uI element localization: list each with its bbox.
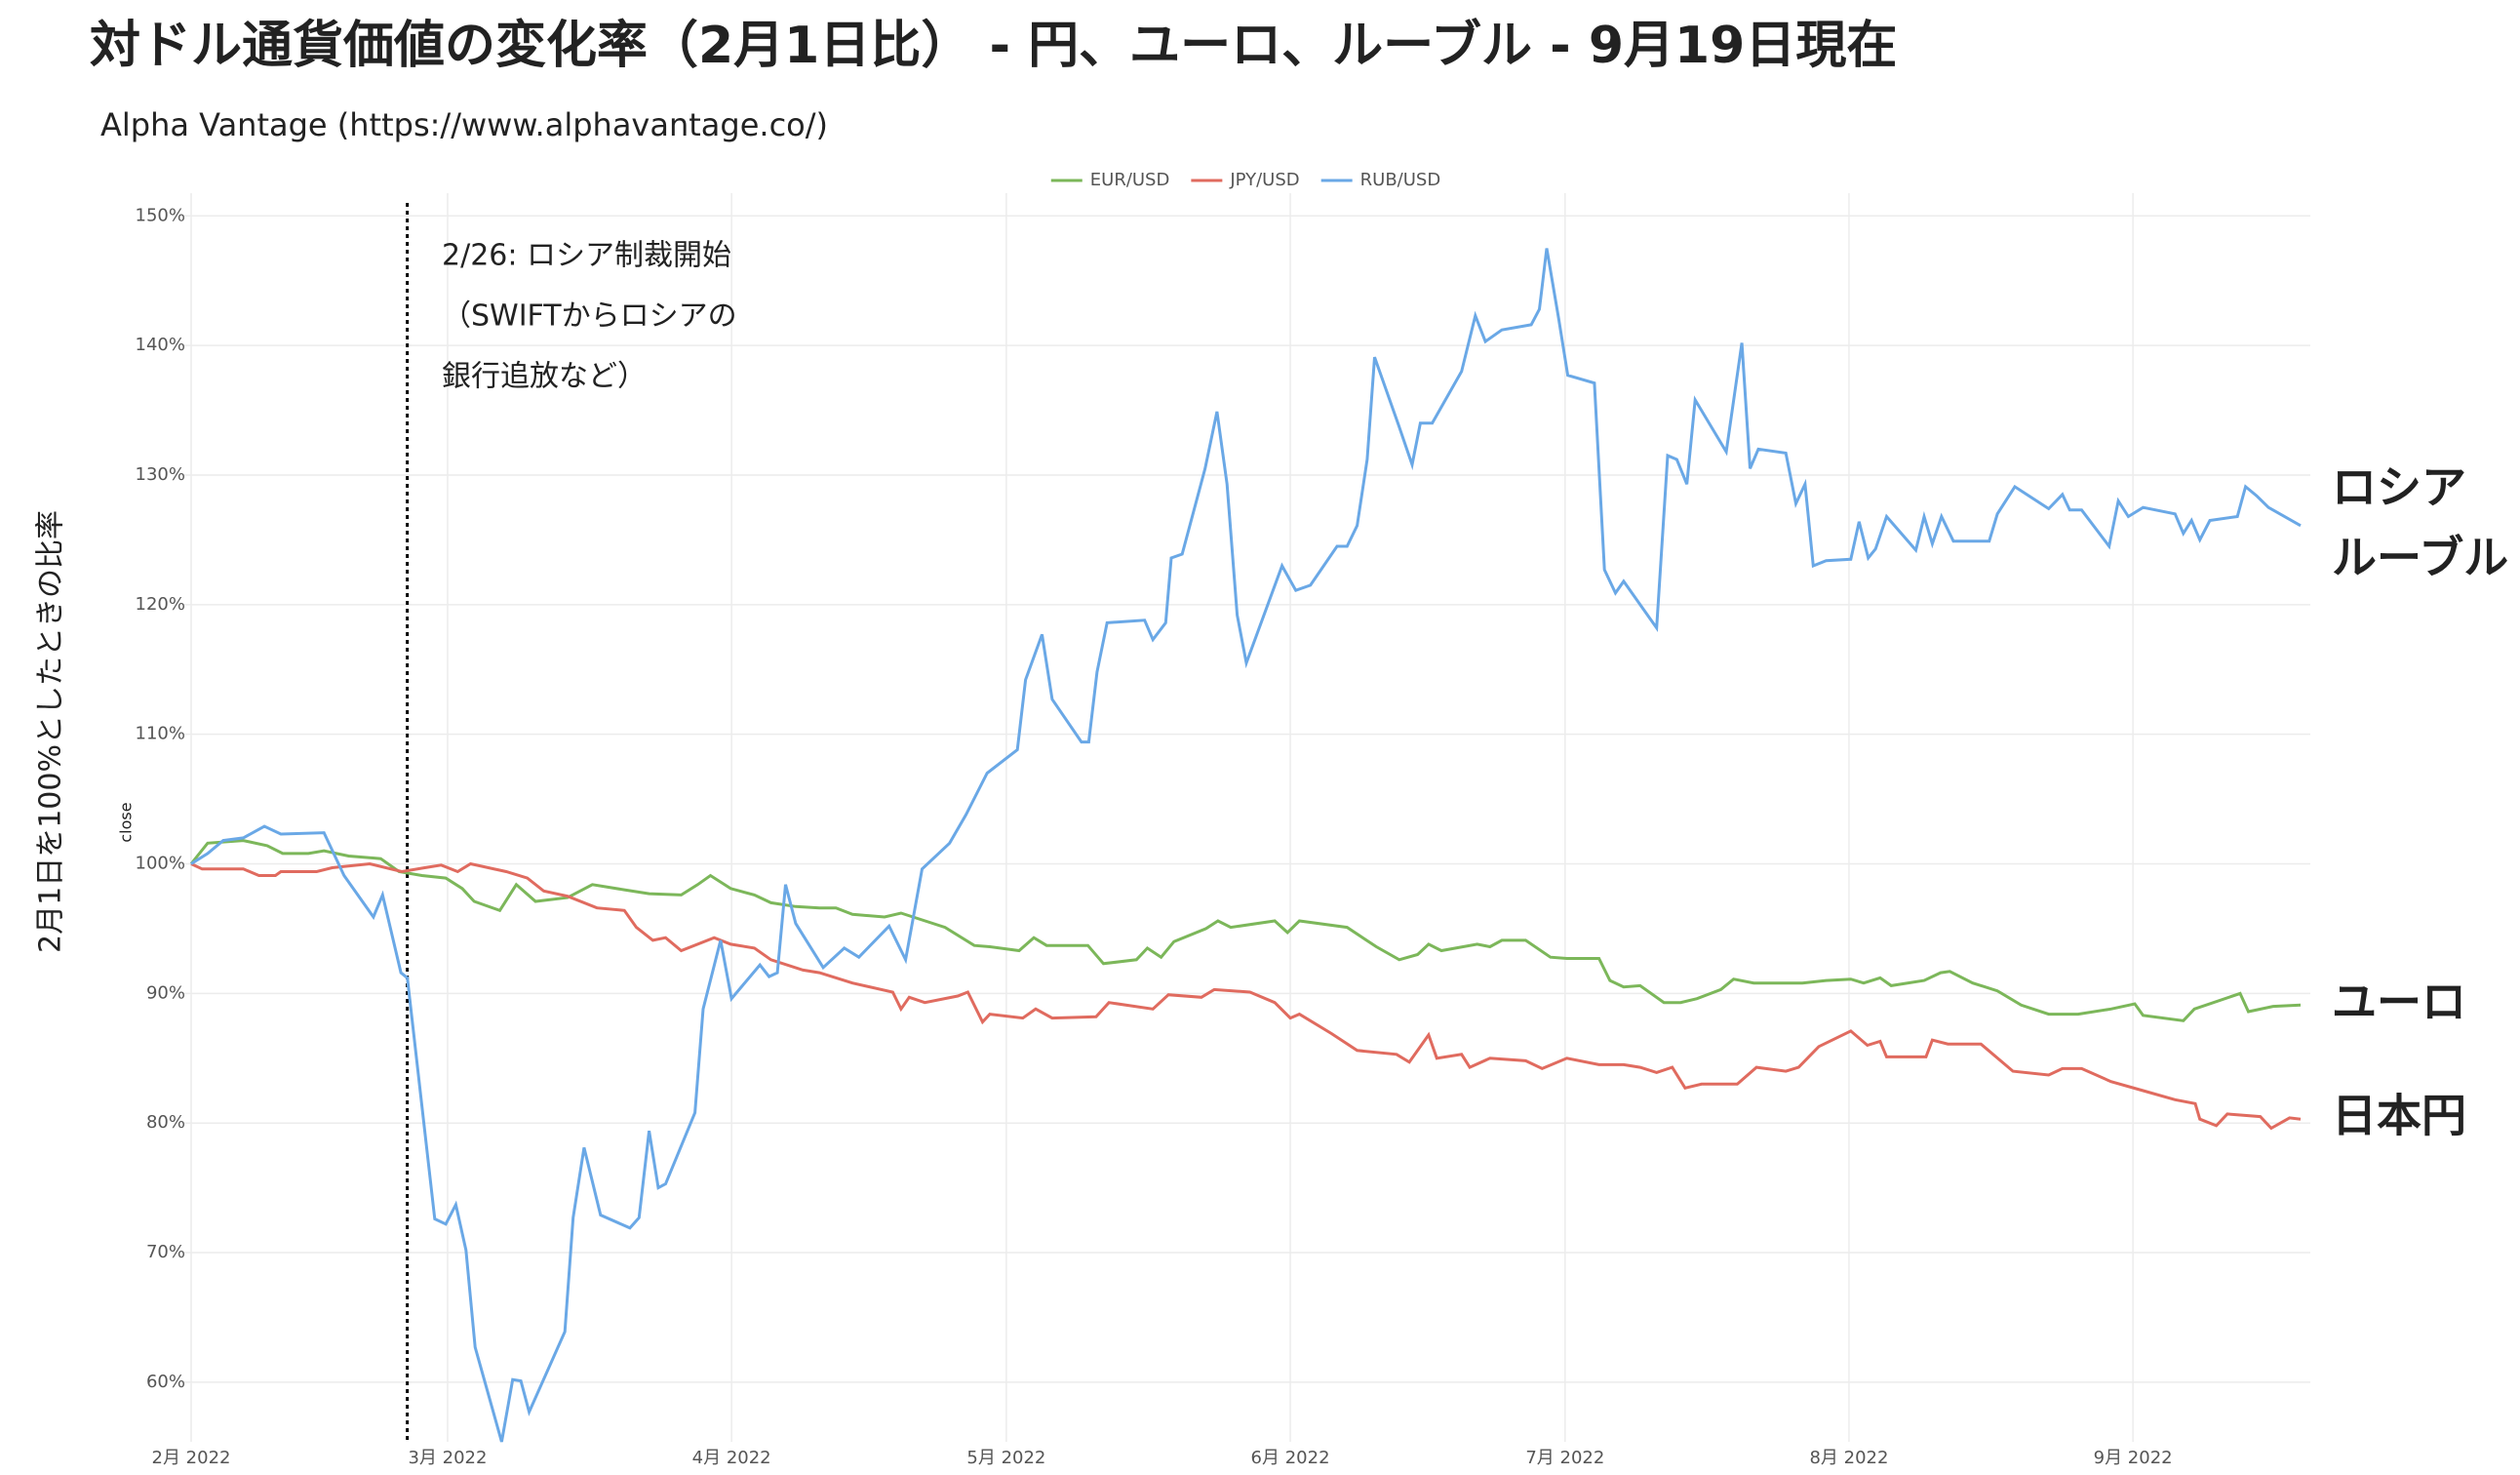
chart-subtitle: Alpha Vantage (https://www.alphavantage.… bbox=[100, 106, 828, 143]
series-end-label: ルーブル bbox=[2332, 531, 2508, 583]
legend-label: JPY/USD bbox=[1229, 170, 1299, 190]
y-tick-label: 130% bbox=[136, 464, 185, 485]
series-line bbox=[190, 861, 2302, 1131]
y-tick-label: 90% bbox=[146, 982, 185, 1003]
series-end-label: ロシア bbox=[2332, 460, 2466, 513]
y-tick-label: 110% bbox=[136, 724, 185, 744]
series-line bbox=[190, 248, 2302, 1443]
y-tick-label: 150% bbox=[136, 205, 185, 225]
x-tick-label: 4月 2022 bbox=[692, 1448, 771, 1468]
x-tick-label: 8月 2022 bbox=[1809, 1448, 1888, 1468]
annotation-text: 銀行追放など） bbox=[442, 360, 647, 394]
x-tick-label: 5月 2022 bbox=[966, 1448, 1045, 1468]
y-tick-label: 60% bbox=[146, 1372, 185, 1392]
x-tick-label: 7月 2022 bbox=[1525, 1448, 1604, 1468]
y-tick-label: 70% bbox=[146, 1242, 185, 1262]
legend-label: RUB/USD bbox=[1360, 170, 1441, 190]
y-tick-label: 100% bbox=[136, 854, 185, 874]
series-end-label: ユーロ bbox=[2332, 976, 2466, 1028]
y-tick-label: 140% bbox=[136, 335, 185, 355]
x-tick-label: 9月 2022 bbox=[2094, 1448, 2173, 1468]
series-end-label: 日本円 bbox=[2332, 1090, 2466, 1142]
chart-title: 対ドル通貨価値の変化率（2月1日比） - 円、ユーロ、ルーブル - 9月19日現… bbox=[90, 17, 1897, 75]
annotation-text: （SWIFTからロシアの bbox=[442, 299, 737, 334]
x-tick-label: 6月 2022 bbox=[1251, 1448, 1330, 1468]
x-tick-label: 2月 2022 bbox=[152, 1448, 231, 1468]
annotation-text: 2/26: ロシア制裁開始 bbox=[442, 239, 731, 273]
y-tick-label: 120% bbox=[136, 594, 185, 615]
series-line bbox=[189, 839, 2302, 1022]
x-tick-label: 3月 2022 bbox=[408, 1448, 487, 1468]
legend-label: EUR/USD bbox=[1090, 170, 1170, 190]
y-axis-title: 2月1日を100%としたときの比率 bbox=[34, 510, 68, 953]
y-tick-label: 80% bbox=[146, 1112, 185, 1133]
y-axis-subtitle: close bbox=[117, 802, 136, 842]
